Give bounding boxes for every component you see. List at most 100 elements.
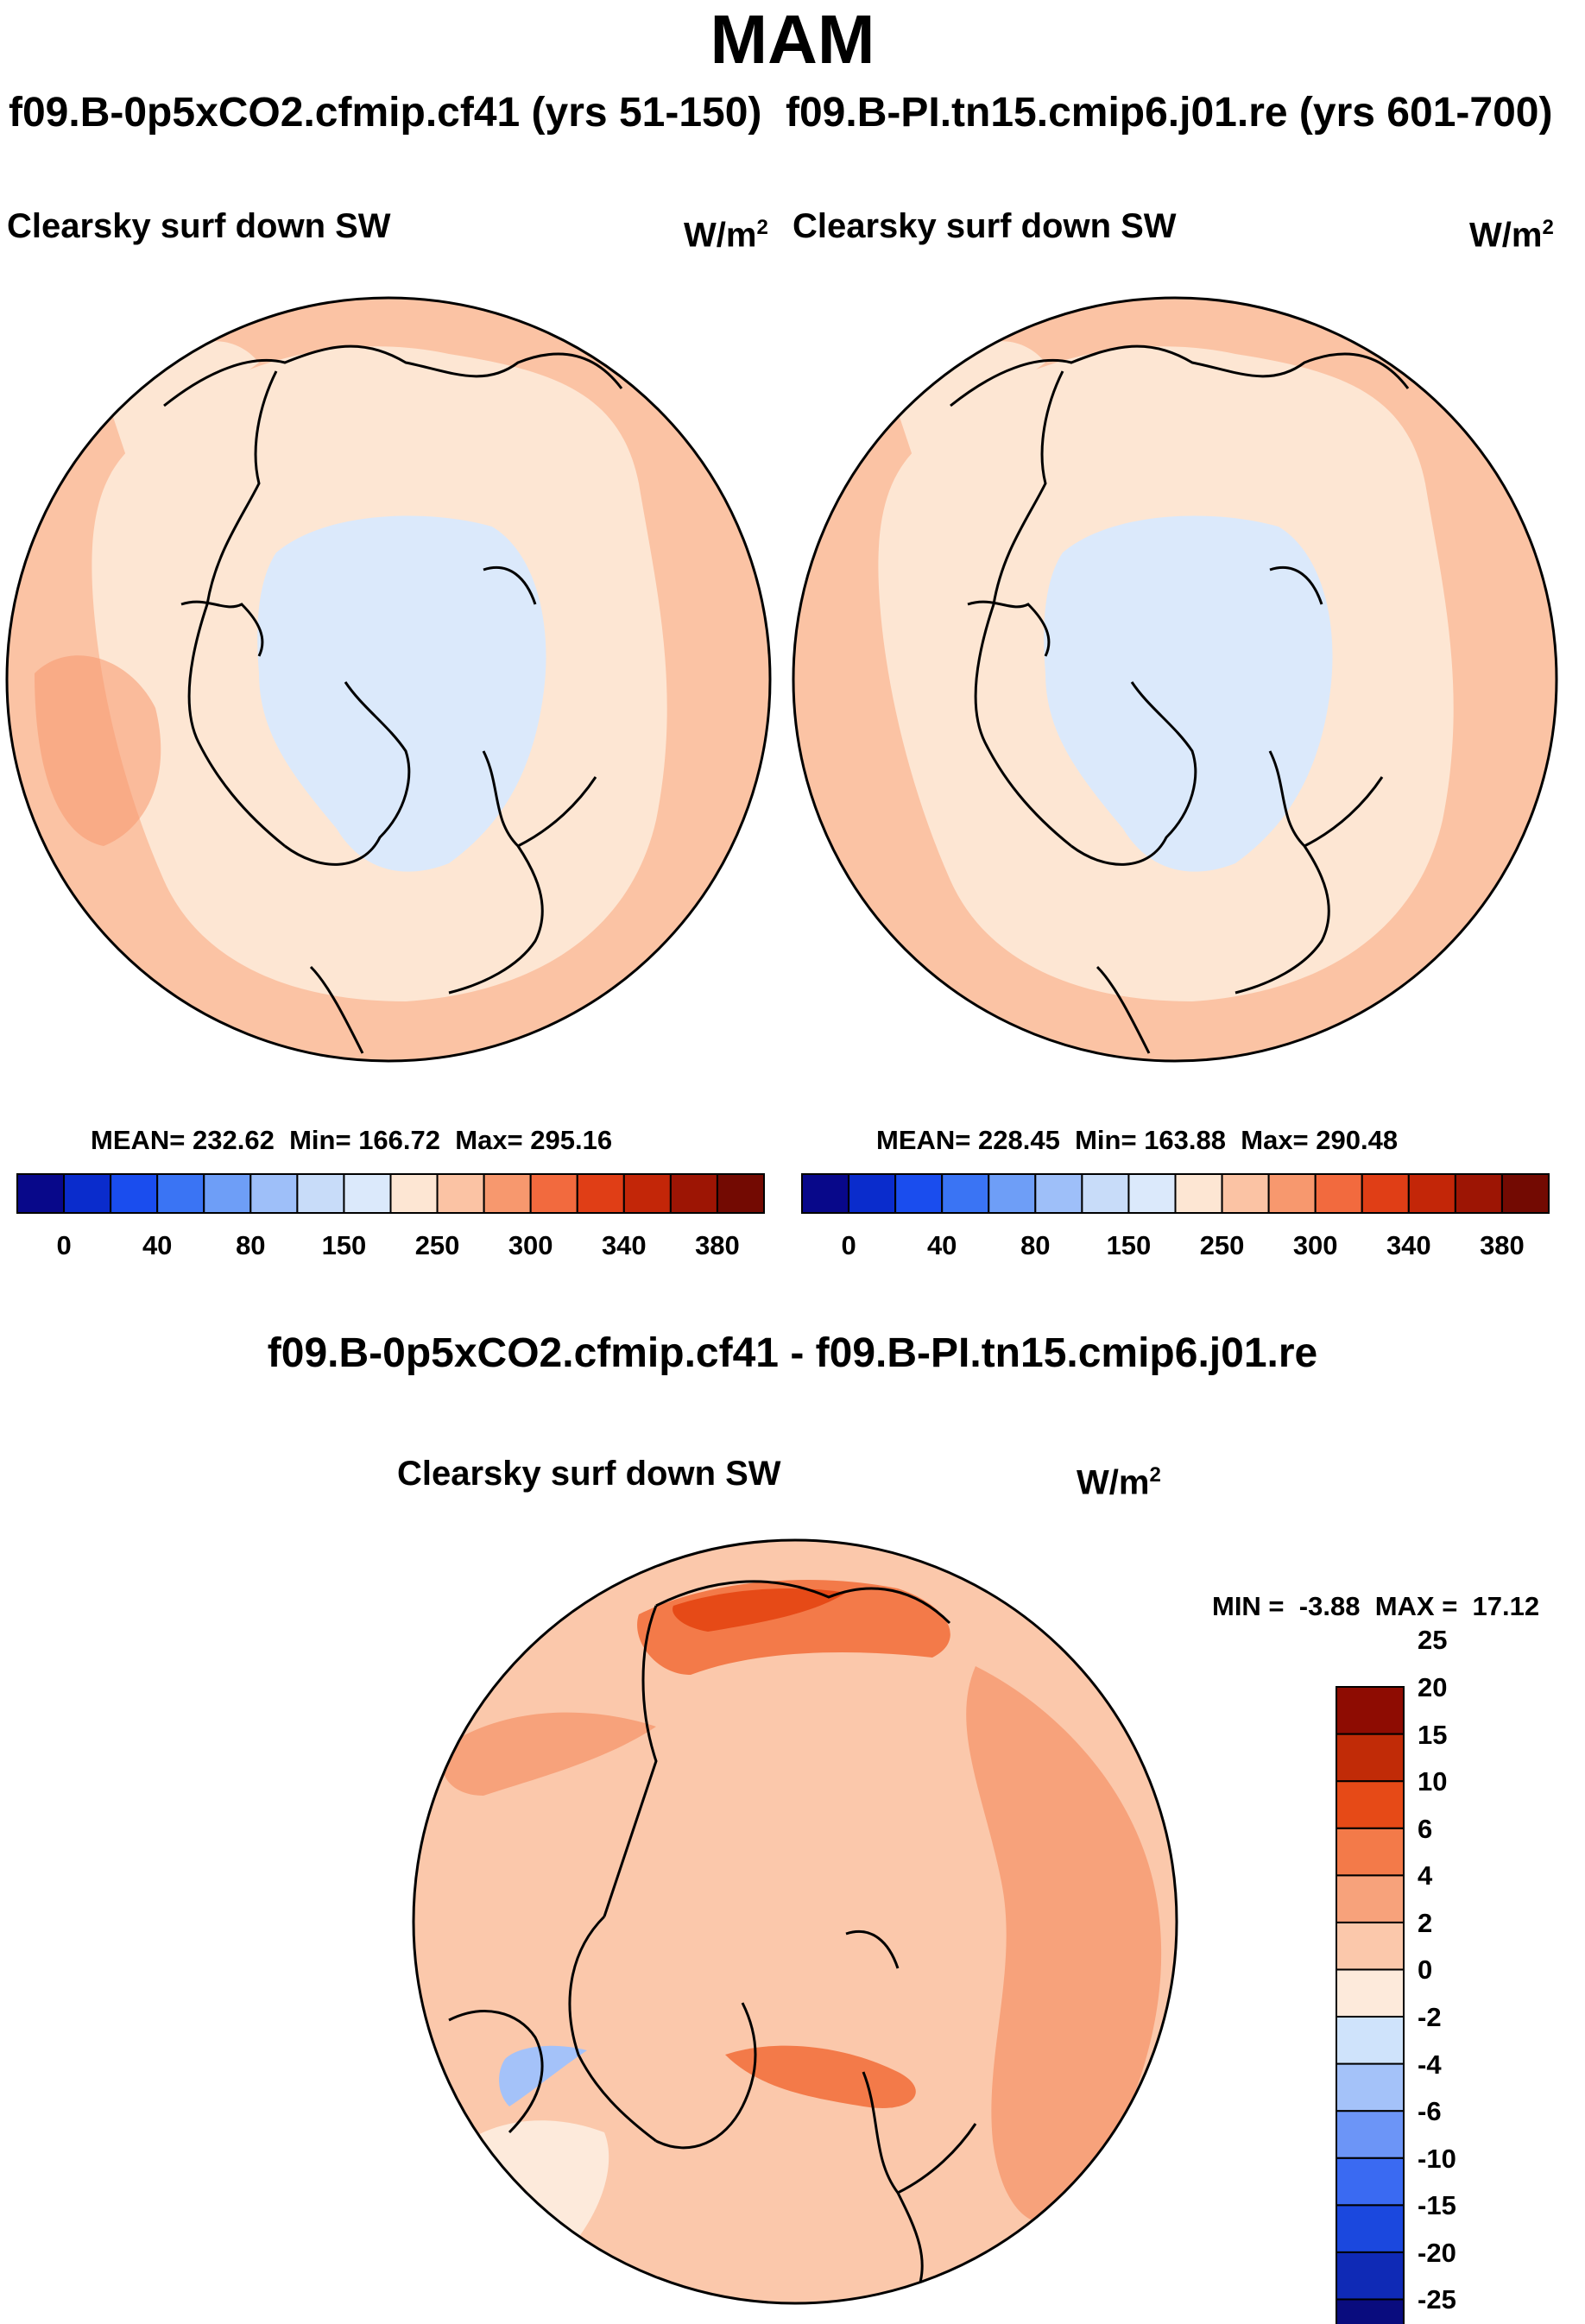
map-diff-east-band	[966, 1666, 1162, 2224]
colorbar-b-tick-label: 250	[1199, 1230, 1245, 1260]
colorbar-a-swatch	[529, 1173, 578, 1214]
colorbar-b-swatch	[941, 1173, 990, 1214]
panel-a-min-label: Min=	[289, 1125, 351, 1155]
colorbar-b-swatch	[1127, 1173, 1177, 1214]
colorbar-a-swatch	[63, 1173, 112, 1214]
colorbar-a-tick-label: 250	[414, 1230, 460, 1260]
panel-b-min-value: 163.88	[1144, 1125, 1227, 1155]
colorbar-a-swatch	[669, 1173, 718, 1214]
colorbar-diff-swatch	[1336, 2062, 1405, 2112]
colorbar-diff-swatch	[1336, 2016, 1405, 2065]
diff-units: W/m2	[1077, 1463, 1161, 1502]
colorbar-a-swatch	[436, 1173, 485, 1214]
case-b-title: f09.B-PI.tn15.cmip6.j01.re (yrs 601-700)	[786, 90, 1553, 136]
colorbar-diff-swatch	[1336, 1874, 1405, 1923]
colorbar-panel-b	[801, 1173, 1550, 1214]
panel-a-stats: MEAN= 232.62 Min= 166.72 Max= 295.16	[91, 1125, 612, 1156]
colorbar-a-swatch	[16, 1173, 66, 1214]
map-a-polar-cap	[257, 515, 546, 872]
map-panel-a	[5, 296, 772, 1063]
colorbar-b-tick-label: 40	[926, 1230, 957, 1260]
colorbar-b-swatch	[894, 1173, 944, 1214]
map-diff-siberia-core	[673, 1588, 846, 1632]
colorbar-b-swatch	[1314, 1173, 1363, 1214]
colorbar-diff	[1336, 1686, 1405, 2324]
colorbar-a-swatch	[296, 1173, 345, 1214]
diff-max-value: 17.12	[1472, 1591, 1540, 1621]
diff-variable: Clearsky surf down SW	[397, 1455, 781, 1493]
colorbar-b-tick-label: 0	[841, 1230, 856, 1260]
colorbar-diff-swatch	[1336, 2110, 1405, 2159]
colorbar-diff-swatch	[1336, 1921, 1405, 1971]
panel-b-units: W/m2	[1469, 216, 1554, 255]
map-a-frame	[5, 296, 772, 1063]
colorbar-a-tick-label: 340	[601, 1230, 647, 1260]
diff-units-exp: 2	[1149, 1463, 1161, 1487]
map-diff-atlantic-patch	[432, 2120, 609, 2283]
map-panel-diff	[412, 1538, 1178, 2305]
season-title: MAM	[710, 1, 875, 78]
panel-b-max-value: 290.48	[1316, 1125, 1399, 1155]
panel-a-min-value: 166.72	[358, 1125, 441, 1155]
colorbar-b-swatch	[801, 1173, 850, 1214]
colorbar-b-tick-label: 150	[1106, 1230, 1152, 1260]
colorbar-a-swatch	[576, 1173, 625, 1214]
panel-a-variable: Clearsky surf down SW	[7, 207, 391, 245]
map-panel-b	[792, 296, 1558, 1063]
colorbar-a-swatch	[156, 1173, 205, 1214]
colorbar-b-tick-label: 300	[1292, 1230, 1338, 1260]
panel-a-units-exp: 2	[756, 216, 768, 239]
colorbar-b-swatch	[1034, 1173, 1083, 1214]
colorbar-a-swatch	[110, 1173, 159, 1214]
colorbar-diff-swatch	[1336, 2157, 1405, 2207]
colorbar-a-tick-label: 150	[321, 1230, 367, 1260]
colorbar-panel-a	[16, 1173, 765, 1214]
diff-min-value: -3.88	[1298, 1591, 1361, 1621]
diff-minmax: MIN = -3.88 MAX = 17.12	[1212, 1591, 1539, 1622]
diff-min-label: MIN =	[1212, 1591, 1285, 1621]
map-b-polar-cap	[1044, 515, 1333, 872]
colorbar-a-swatch	[716, 1173, 765, 1214]
colorbar-b-ticks: 0 40 80 150 250 300 340 380	[0, 1230, 1585, 1265]
colorbar-a-tick-label: 380	[695, 1230, 740, 1260]
panel-b-variable: Clearsky surf down SW	[792, 207, 1177, 245]
panel-b-min-label: Min=	[1075, 1125, 1137, 1155]
colorbar-diff-swatch	[1336, 1733, 1405, 1783]
panel-a-mean-label: MEAN=	[91, 1125, 186, 1155]
panel-a-mean-value: 232.62	[193, 1125, 275, 1155]
panel-b-max-label: Max=	[1241, 1125, 1309, 1155]
colorbar-diff-swatch	[1336, 2251, 1405, 2301]
colorbar-a-tick-label: 80	[236, 1230, 266, 1260]
colorbar-b-swatch	[1267, 1173, 1317, 1214]
panel-b-stats: MEAN= 228.45 Min= 163.88 Max= 290.48	[876, 1125, 1398, 1156]
colorbar-b-swatch	[988, 1173, 1037, 1214]
colorbar-a-swatch	[203, 1173, 252, 1214]
colorbar-b-swatch	[1174, 1173, 1223, 1214]
colorbar-a-ticks: 0 40 80 150 250 300 340 380	[0, 1230, 777, 1265]
panel-b-units-exp: 2	[1542, 216, 1554, 239]
panel-a-units-base: W/m	[684, 216, 757, 255]
panel-a-max-label: Max=	[455, 1125, 523, 1155]
case-a-title: f09.B-0p5xCO2.cfmip.cf41 (yrs 51-150)	[9, 90, 762, 136]
colorbar-b-tick-label: 340	[1386, 1230, 1431, 1260]
colorbar-b-swatch	[1454, 1173, 1503, 1214]
panel-a-max-value: 295.16	[530, 1125, 613, 1155]
colorbar-a-swatch	[622, 1173, 672, 1214]
panel-a-units: W/m2	[684, 216, 768, 255]
diff-units-base: W/m	[1077, 1463, 1150, 1502]
map-a-coastlines	[163, 344, 623, 1054]
map-b-coastlines	[950, 344, 1410, 1054]
colorbar-a-swatch	[389, 1173, 439, 1214]
map-diff-frame	[412, 1538, 1178, 2305]
colorbar-diff-swatch	[1336, 1968, 1405, 2018]
colorbar-a-tick-label: 300	[508, 1230, 553, 1260]
colorbar-a-tick-label: 40	[142, 1230, 173, 1260]
colorbar-b-swatch	[1361, 1173, 1410, 1214]
map-diff-pacific-band	[442, 1712, 656, 1796]
colorbar-b-tick-label: 80	[1020, 1230, 1051, 1260]
colorbar-b-swatch	[1221, 1173, 1270, 1214]
colorbar-a-tick-label: 0	[56, 1230, 72, 1260]
map-diff-negative-patch	[499, 2045, 587, 2106]
map-a-warm-patch	[35, 655, 161, 846]
